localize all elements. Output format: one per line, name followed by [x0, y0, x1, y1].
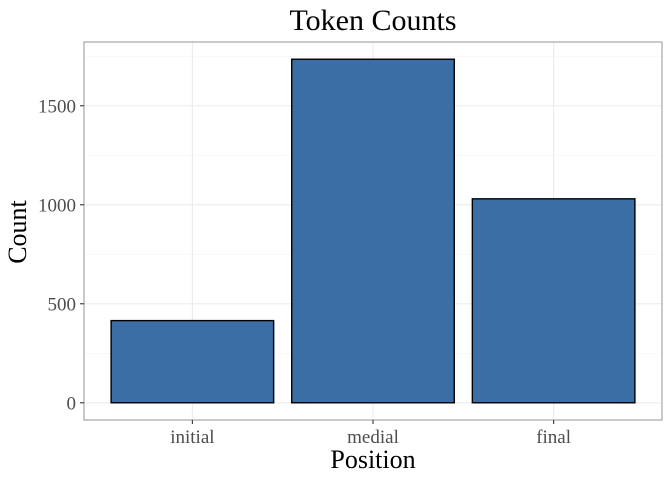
y-tick-label: 0 [67, 393, 77, 414]
bar-initial [110, 319, 275, 404]
chart-title: Token Counts [289, 4, 456, 37]
x-tick-label-final: final [536, 427, 571, 448]
y-axis-title: Count [3, 199, 32, 263]
y-tick-label: 500 [48, 294, 77, 315]
x-axis-title: Position [330, 445, 415, 474]
x-tick-label-medial: medial [347, 427, 399, 448]
bar-medial [291, 58, 455, 404]
bar-final [471, 198, 636, 404]
tick-labels: 0 500 1000 1500 initial medial final [38, 96, 571, 448]
x-tick-label-initial: initial [170, 427, 214, 448]
axis-ticks [80, 105, 555, 424]
y-tick-label: 1000 [38, 195, 76, 216]
y-tick-label: 1500 [38, 96, 76, 117]
bars [110, 58, 636, 404]
